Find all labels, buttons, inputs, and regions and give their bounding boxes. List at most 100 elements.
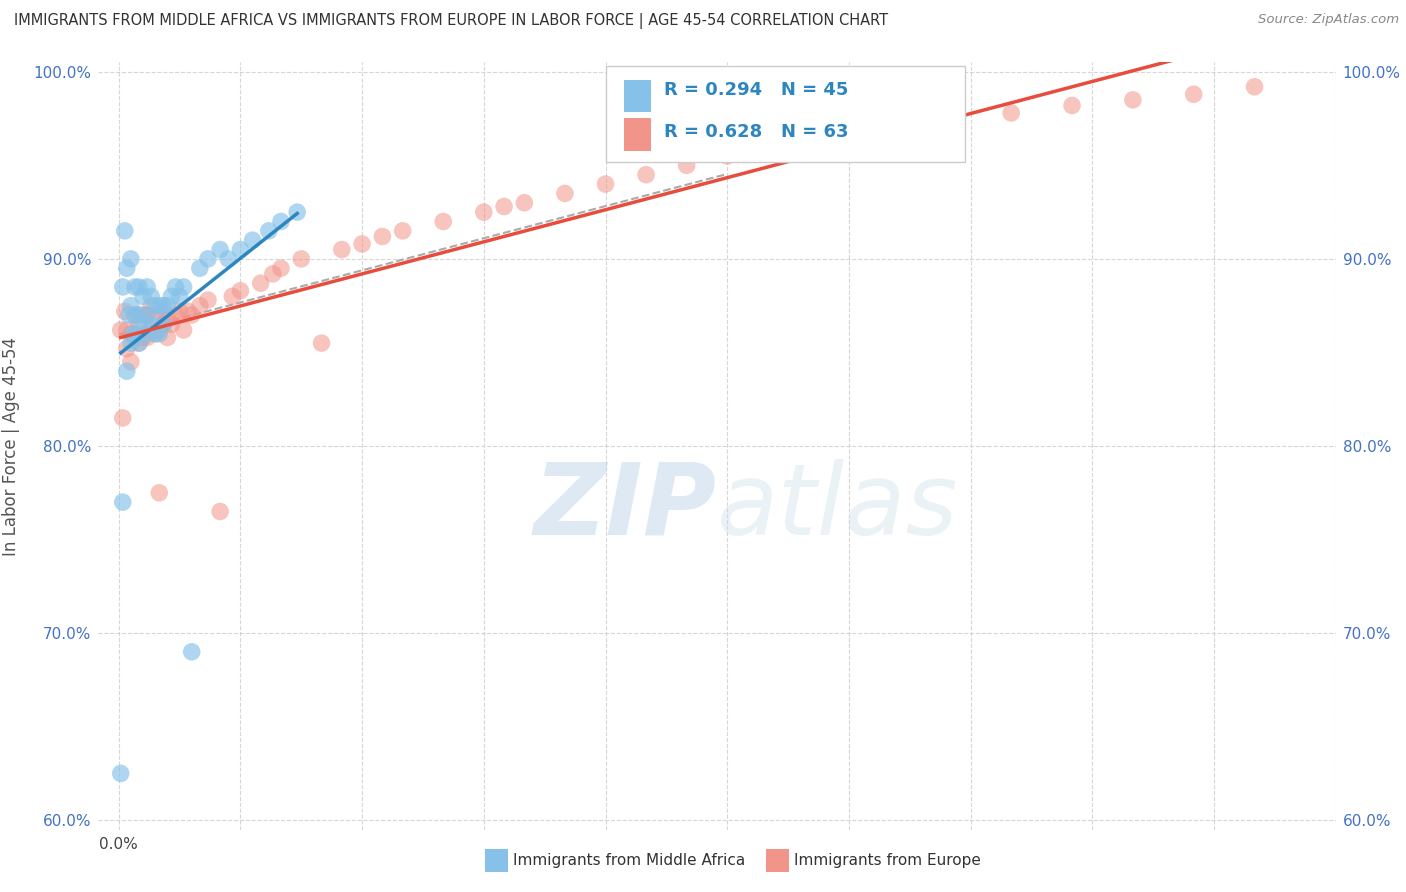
Point — [124, 308, 146, 322]
Point — [554, 186, 576, 201]
Point — [221, 289, 243, 303]
Point — [165, 308, 187, 322]
Point — [229, 243, 252, 257]
Bar — [766, 849, 789, 872]
Point — [152, 318, 174, 332]
Point — [152, 318, 174, 332]
Point — [197, 293, 219, 307]
Point — [160, 289, 183, 303]
Point — [169, 304, 191, 318]
FancyBboxPatch shape — [606, 66, 965, 162]
Text: IMMIGRANTS FROM MIDDLE AFRICA VS IMMIGRANTS FROM EUROPE IN LABOR FORCE | AGE 45-: IMMIGRANTS FROM MIDDLE AFRICA VS IMMIGRA… — [14, 13, 889, 29]
Point — [817, 130, 839, 145]
Point — [148, 323, 170, 337]
Point — [132, 318, 155, 332]
Point — [132, 330, 155, 344]
Point — [120, 355, 142, 369]
Point — [115, 342, 138, 356]
Point — [111, 280, 134, 294]
Text: R = 0.294   N = 45: R = 0.294 N = 45 — [664, 81, 848, 99]
Point — [141, 299, 163, 313]
Point — [125, 326, 148, 341]
Point — [143, 326, 166, 341]
Point — [122, 326, 145, 341]
Point — [114, 224, 136, 238]
Point — [229, 284, 252, 298]
Point — [111, 495, 134, 509]
Point — [143, 299, 166, 313]
Point — [173, 323, 195, 337]
Point — [156, 299, 179, 313]
Point — [270, 214, 292, 228]
Bar — [624, 119, 651, 151]
Point — [114, 304, 136, 318]
Point — [160, 318, 183, 332]
Point — [242, 233, 264, 247]
Text: Immigrants from Middle Africa: Immigrants from Middle Africa — [513, 853, 745, 868]
Point — [110, 323, 132, 337]
Point — [128, 308, 150, 322]
Point — [1243, 79, 1265, 94]
Point — [156, 330, 179, 344]
Point — [716, 149, 738, 163]
Point — [143, 326, 166, 341]
Point — [176, 304, 198, 318]
Text: ZIP: ZIP — [534, 458, 717, 556]
Point — [249, 277, 271, 291]
Point — [352, 236, 374, 251]
Text: atlas: atlas — [717, 458, 959, 556]
Point — [141, 289, 163, 303]
Point — [209, 504, 232, 518]
Point — [132, 289, 155, 303]
Point — [165, 280, 187, 294]
Point — [124, 330, 146, 344]
Text: Source: ZipAtlas.com: Source: ZipAtlas.com — [1258, 13, 1399, 27]
Point — [262, 267, 284, 281]
Point — [494, 200, 516, 214]
Point — [141, 318, 163, 332]
Point — [180, 308, 202, 322]
Point — [217, 252, 239, 266]
Point — [1000, 106, 1022, 120]
Point — [143, 308, 166, 322]
Point — [115, 261, 138, 276]
Point — [756, 139, 779, 153]
Point — [595, 177, 617, 191]
Point — [879, 120, 901, 135]
Point — [115, 364, 138, 378]
Bar — [624, 80, 651, 112]
Point — [110, 766, 132, 780]
Point — [128, 336, 150, 351]
Point — [675, 158, 697, 172]
Point — [120, 299, 142, 313]
Point — [115, 323, 138, 337]
Point — [939, 112, 962, 126]
Point — [148, 485, 170, 500]
Point — [118, 308, 141, 322]
Point — [311, 336, 333, 351]
Point — [188, 261, 211, 276]
Point — [136, 308, 159, 322]
Point — [290, 252, 312, 266]
Point — [472, 205, 495, 219]
Text: Immigrants from Europe: Immigrants from Europe — [794, 853, 981, 868]
Point — [136, 280, 159, 294]
Point — [371, 229, 394, 244]
Point — [173, 280, 195, 294]
Point — [197, 252, 219, 266]
Point — [124, 308, 146, 322]
Point — [128, 318, 150, 332]
Point — [432, 214, 454, 228]
Point — [1060, 98, 1083, 112]
Point — [148, 326, 170, 341]
Point — [136, 326, 159, 341]
Point — [136, 308, 159, 322]
Point — [513, 195, 536, 210]
Text: R = 0.628   N = 63: R = 0.628 N = 63 — [664, 123, 848, 141]
Y-axis label: In Labor Force | Age 45-54: In Labor Force | Age 45-54 — [1, 336, 20, 556]
Point — [148, 299, 170, 313]
Point — [152, 304, 174, 318]
Point — [209, 243, 232, 257]
Point — [132, 308, 155, 322]
Point — [141, 323, 163, 337]
